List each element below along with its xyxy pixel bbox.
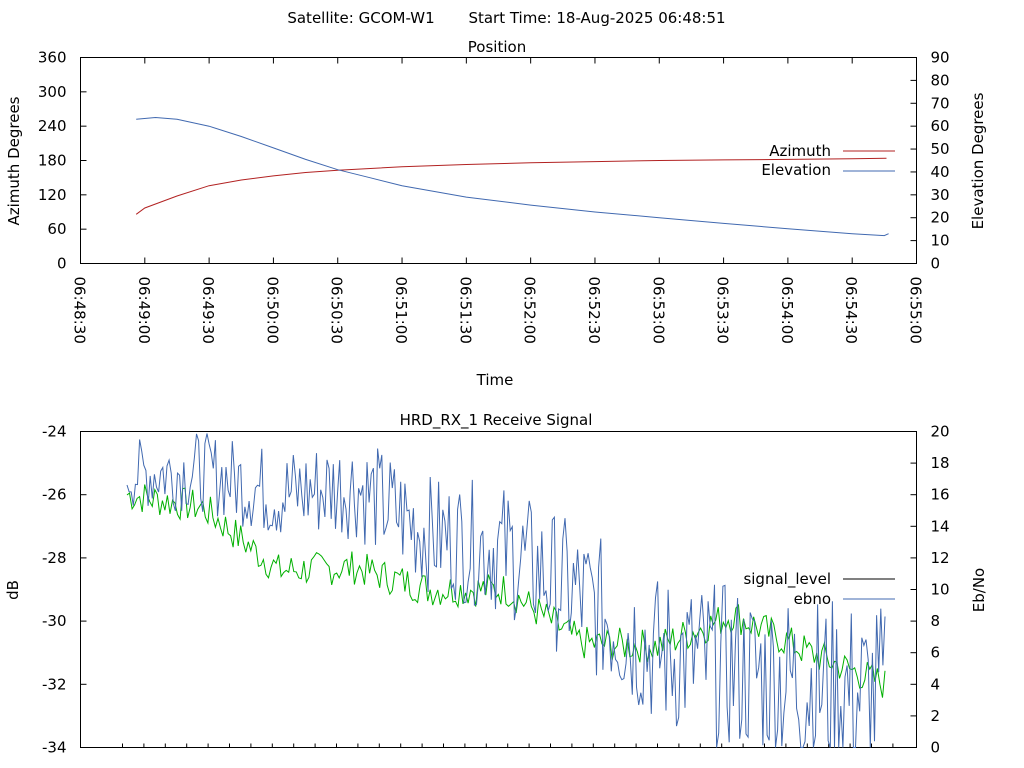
elevation-line [136,116,889,237]
signal-y-axis-label: dB [4,580,22,600]
position-title: Position [468,38,526,56]
position-x-tick-label: 06:52:30 [585,277,603,344]
position-y-axis-label: Azimuth Degrees [5,96,23,225]
signal-y-tick-label: -24 [42,423,67,441]
position-y2-tick-label: 40 [931,163,950,181]
signal-axes: -34 -32 -30 -28 -26 -24 0 2 4 6 8 10 12 14 16 18 20 [42,423,950,757]
position-chart: Position 0 60 120 180 240 300 360 0 10 20 30 40 50 60… [5,38,987,389]
signal-chart: HRD_RX_1 Receive Signal -34-32-30-28-26-… [4,411,988,757]
signal-y2-axis-label: Eb/No [970,568,988,612]
signal-y2-tick-label: 4 [931,675,941,693]
position-y2-axis-label: Elevation Degrees [969,92,987,229]
signal-y-tick-label: -28 [42,549,67,567]
start-time-label: Start Time: 18-Aug-2025 06:48:51 [468,9,725,27]
signal-legend: signal_level ebno [743,570,895,608]
position-y2-tick-label: 30 [931,186,950,204]
position-x-tick-label: 06:48:30 [71,277,89,344]
position-x-tick-label: 06:49:00 [135,277,153,344]
signal-y2-tick-label: 2 [931,707,941,725]
signal-y-tick-label: -26 [42,486,67,504]
position-x-tick-label: 06:50:30 [328,277,346,344]
signal-y2-tick-label: 0 [931,739,941,757]
green-trace-line [126,484,886,698]
position-y2-tick-label: 80 [931,71,950,89]
position-x-tick-label: 06:54:00 [778,277,796,344]
position-y-tick-label: 240 [38,117,67,135]
position-legend: Azimuth Elevation [761,142,895,179]
signal-y-tick-label: -30 [42,612,67,630]
position-y2-tick-label: 10 [931,232,950,250]
ebno-line [126,433,886,748]
position-x-tick-label: 06:51:00 [392,277,410,344]
legend-ebno-label: ebno [794,590,831,608]
position-axes: 0 60 120 180 240 300 360 0 10 20 30 40 50 60 70 80 90 06:… [38,49,950,344]
signal-y2-tick-label: 6 [931,644,941,662]
position-y-tick-label: 180 [38,152,67,170]
signal-y2-tick-label: 20 [931,423,950,441]
position-x-tick-label: 06:49:30 [199,277,217,344]
position-y2-tick-label: 70 [931,94,950,112]
position-series [135,116,889,237]
position-x-tick-label: 06:52:00 [521,277,539,344]
legend-elevation-label: Elevation [761,161,831,179]
position-y-tick-label: 0 [57,255,67,273]
signal-plot-frame [80,431,917,748]
satellite-label: Satellite: GCOM-W1 [287,9,434,27]
legend-azimuth-label: Azimuth [769,142,831,160]
position-x-tick-label: 06:55:00 [907,277,925,344]
signal-y2-tick-label: 14 [931,517,950,535]
position-y2-tick-label: 0 [931,255,941,273]
signal-title: HRD_RX_1 Receive Signal [400,411,593,430]
legend-signal-level-label: signal_level [743,570,831,589]
position-x-tick-label: 06:50:00 [263,277,281,344]
position-x-tick-label: 06:53:00 [649,277,667,344]
signal-y2-tick-label: 12 [931,549,950,567]
position-x-tick-label: 06:51:30 [456,277,474,344]
position-y2-tick-label: 90 [931,49,950,67]
signal-y-tick-label: -34 [42,739,67,757]
position-y-tick-label: 60 [47,220,66,238]
position-y-tick-label: 360 [38,49,67,67]
position-x-tick-label: 06:53:30 [714,277,732,344]
signal-y-tick-label: -32 [42,675,67,693]
position-y-tick-label: 120 [38,186,67,204]
signal-y2-tick-label: 16 [931,486,950,504]
position-x-tick-label: 06:54:30 [842,277,860,344]
position-y2-tick-label: 20 [931,209,950,227]
signal-series [126,433,886,748]
signal-y2-tick-label: 18 [931,454,950,472]
position-y2-tick-label: 50 [931,140,950,158]
signal-y2-tick-label: 8 [931,612,941,630]
position-y-tick-label: 300 [38,83,67,101]
position-y2-tick-label: 60 [931,117,950,135]
azimuth-line [135,157,887,215]
position-x-axis-label: Time [476,371,514,389]
signal-y2-tick-label: 10 [931,581,950,599]
